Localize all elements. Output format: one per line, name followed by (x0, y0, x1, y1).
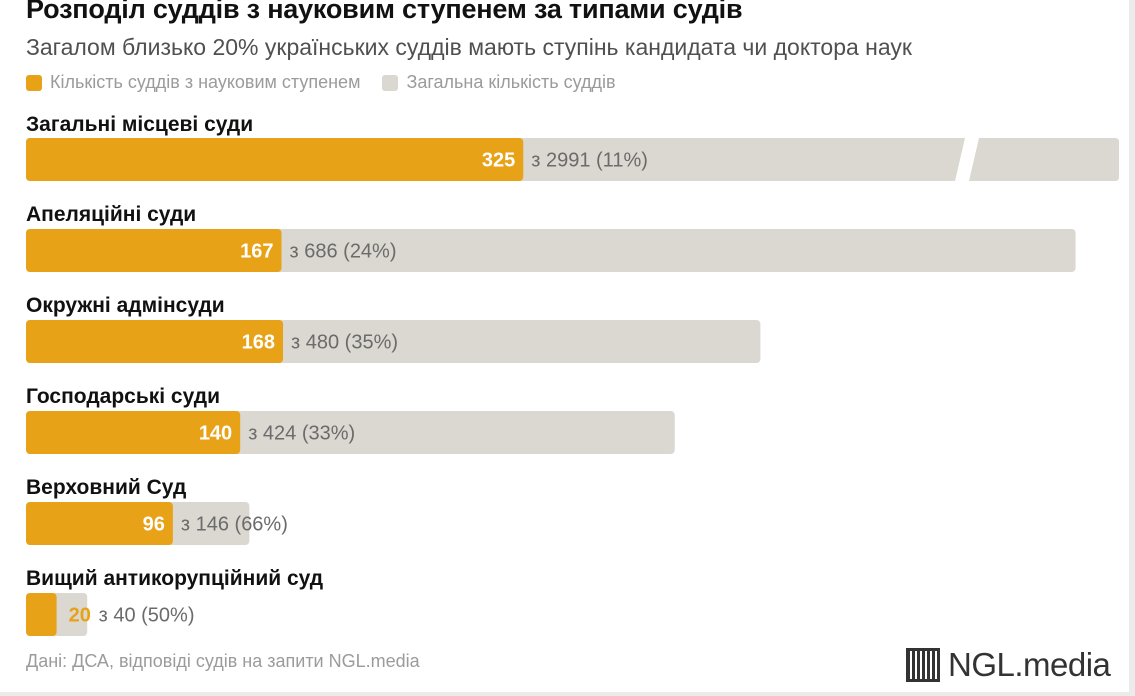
category-label: Апеляційні суди (26, 203, 197, 226)
legend-swatch-total (382, 74, 399, 91)
category-label: Господарські суди (26, 385, 221, 408)
total-bar (26, 229, 1076, 272)
degree-value-label: 325 (482, 150, 515, 172)
degree-value-label: 167 (240, 241, 273, 263)
degree-bar (26, 502, 173, 545)
legend-item-degree: Кількість суддів з науковим ступенем (26, 72, 360, 93)
ngl-logo-icon (906, 648, 940, 682)
category-label: Загальні місцеві суди (26, 113, 254, 136)
legend: Кількість суддів з науковим ступенем Заг… (26, 72, 638, 93)
legend-label-degree: Кількість суддів з науковим ступенем (50, 72, 361, 92)
source-note: Дані: ДСА, відповіді судів на запити NGL… (26, 651, 420, 671)
chart-subtitle: Загалом близько 20% українських суддів м… (26, 34, 912, 60)
chart-title: Розподіл суддів з науковим ступенем за т… (26, 0, 743, 24)
degree-bar (26, 138, 524, 181)
total-annotation-label: з 686 (24%) (290, 241, 397, 263)
category-label: Окружні адмінсуди (26, 294, 225, 317)
total-annotation-label: з 480 (35%) (291, 332, 398, 354)
degree-bar (26, 411, 241, 454)
degree-value-label: 20 (69, 605, 91, 627)
brand-logo: NGL.media (906, 646, 1111, 684)
legend-item-total: Загальна кількість суддів (382, 72, 616, 93)
brand-name: NGL.media (948, 646, 1111, 683)
legend-label-total: Загальна кількість суддів (406, 72, 616, 92)
degree-bar (26, 320, 284, 363)
degree-value-label: 168 (242, 332, 275, 354)
category-label: Вищий антикорупційний суд (26, 567, 324, 590)
degree-value-label: 140 (199, 423, 232, 445)
total-annotation-label: з 146 (66%) (181, 514, 288, 536)
total-annotation-label: з 40 (50%) (99, 605, 195, 627)
degree-value-label: 96 (143, 514, 165, 536)
total-annotation-label: з 424 (33%) (248, 423, 355, 445)
total-bar (969, 138, 1119, 181)
degree-bar (26, 593, 57, 636)
total-annotation-label: з 2991 (11%) (531, 150, 648, 172)
legend-swatch-degree (26, 74, 42, 91)
degree-bar (26, 229, 282, 272)
category-label: Верховний Суд (26, 476, 187, 499)
